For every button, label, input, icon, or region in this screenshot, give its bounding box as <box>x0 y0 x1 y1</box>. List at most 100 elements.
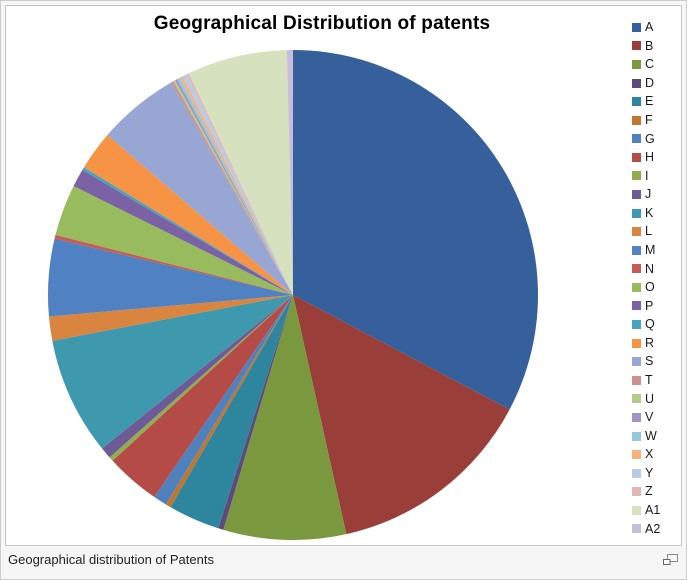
legend-swatch-icon <box>632 208 641 218</box>
legend-label: A2 <box>645 521 661 536</box>
legend-swatch-icon <box>632 468 641 478</box>
legend-label: B <box>645 38 654 53</box>
pie-slice-A <box>293 50 538 410</box>
legend-swatch-icon <box>632 524 641 534</box>
legend-swatch-icon <box>632 338 641 348</box>
pie-slice-A2 <box>286 50 293 295</box>
legend-item-W: W <box>632 427 681 446</box>
legend-swatch-icon <box>632 431 641 441</box>
legend-label: V <box>645 410 654 425</box>
legend-label: G <box>645 131 655 146</box>
legend-label: Q <box>645 317 655 332</box>
legend-item-E: E <box>632 92 681 111</box>
legend-item-N: N <box>632 260 681 279</box>
pie-slice-I <box>109 295 293 461</box>
pie-slice-W <box>177 77 293 295</box>
legend-item-K: K <box>632 204 681 223</box>
legend-label: U <box>645 391 655 406</box>
pie-slice-S <box>107 82 293 295</box>
legend-label: F <box>645 112 653 127</box>
legend-swatch-icon <box>632 189 641 199</box>
legend-item-A1: A1 <box>632 501 681 520</box>
legend-swatch-icon <box>632 78 641 88</box>
pie-slice-V <box>175 79 293 295</box>
pie-slice-A1 <box>188 50 293 295</box>
legend-label: Y <box>645 465 654 480</box>
pie-slice-R <box>83 134 293 295</box>
legend-swatch-icon <box>632 487 641 497</box>
pie-slice-U <box>173 80 293 295</box>
legend-swatch-icon <box>632 22 641 32</box>
pie-slice-N <box>54 234 293 295</box>
legend-item-A: A <box>632 18 681 37</box>
legend-item-J: J <box>632 185 681 204</box>
legend-label: A1 <box>645 503 661 518</box>
pie-slice-B <box>293 295 510 535</box>
legend-item-C: C <box>632 55 681 74</box>
legend-item-O: O <box>632 278 681 297</box>
legend-swatch-icon <box>632 505 641 515</box>
pie-slice-L <box>48 295 293 341</box>
legend-swatch-icon <box>632 301 641 311</box>
legend-swatch-icon <box>632 97 641 107</box>
pie-slice-G <box>154 295 293 505</box>
legend-item-M: M <box>632 241 681 260</box>
legend-item-H: H <box>632 148 681 167</box>
legend-label: M <box>645 242 656 257</box>
legend-item-X: X <box>632 445 681 464</box>
legend-swatch-icon <box>632 282 641 292</box>
thumbnail-caption-bar: Geographical distribution of Patents <box>5 546 682 575</box>
magnify-clip-icon[interactable] <box>663 553 678 565</box>
legend-label: S <box>645 354 654 369</box>
pie-slice-D <box>218 295 293 530</box>
legend-item-R: R <box>632 334 681 353</box>
legend-label: A <box>645 20 654 35</box>
pie-slice-K <box>52 295 293 449</box>
caption-text: Geographical distribution of Patents <box>8 552 214 567</box>
pie-chart <box>47 50 538 540</box>
legend-item-L: L <box>632 222 681 241</box>
legend-label: E <box>645 94 654 109</box>
pie-slice-P <box>73 169 293 295</box>
legend-item-T: T <box>632 371 681 390</box>
legend-label: K <box>645 205 654 220</box>
legend-swatch-icon <box>632 115 641 125</box>
pie-slice-F <box>165 295 293 508</box>
legend-label: J <box>645 187 652 202</box>
legend-item-I: I <box>632 167 681 186</box>
legend-item-Y: Y <box>632 464 681 483</box>
legend-item-P: P <box>632 297 681 316</box>
legend-item-D: D <box>632 74 681 93</box>
pie-slice-E <box>170 295 293 529</box>
legend-item-Q: Q <box>632 315 681 334</box>
chart-legend: A B C D E F G H I J K L M N O P Q R S T U V W X Y Z A1 A2 <box>632 18 681 539</box>
legend-item-U: U <box>632 390 681 409</box>
pie-slice-O <box>55 186 293 295</box>
legend-label: C <box>645 57 655 72</box>
legend-label: L <box>645 224 652 239</box>
legend-swatch-icon <box>632 264 641 274</box>
legend-swatch-icon <box>632 171 641 181</box>
legend-swatch-icon <box>632 134 641 144</box>
legend-label: H <box>645 150 655 165</box>
legend-item-S: S <box>632 352 681 371</box>
pie-slice-T <box>171 81 293 295</box>
pie-slice-X <box>179 76 293 295</box>
pie-slice-Y <box>182 74 293 295</box>
legend-item-A2: A2 <box>632 520 681 539</box>
pie-slice-C <box>223 295 347 540</box>
pie-slice-J <box>102 295 293 458</box>
legend-item-F: F <box>632 111 681 130</box>
legend-swatch-icon <box>632 394 641 404</box>
legend-swatch-icon <box>632 41 641 51</box>
legend-item-B: B <box>632 37 681 56</box>
pie-slice-Z <box>186 73 293 295</box>
legend-swatch-icon <box>632 375 641 385</box>
legend-label: T <box>645 373 653 388</box>
legend-swatch-icon <box>632 152 641 162</box>
chart-title: Geographical Distribution of patents <box>153 13 491 34</box>
legend-swatch-icon <box>632 59 641 69</box>
legend-label: X <box>645 447 654 462</box>
legend-swatch-icon <box>632 227 641 237</box>
